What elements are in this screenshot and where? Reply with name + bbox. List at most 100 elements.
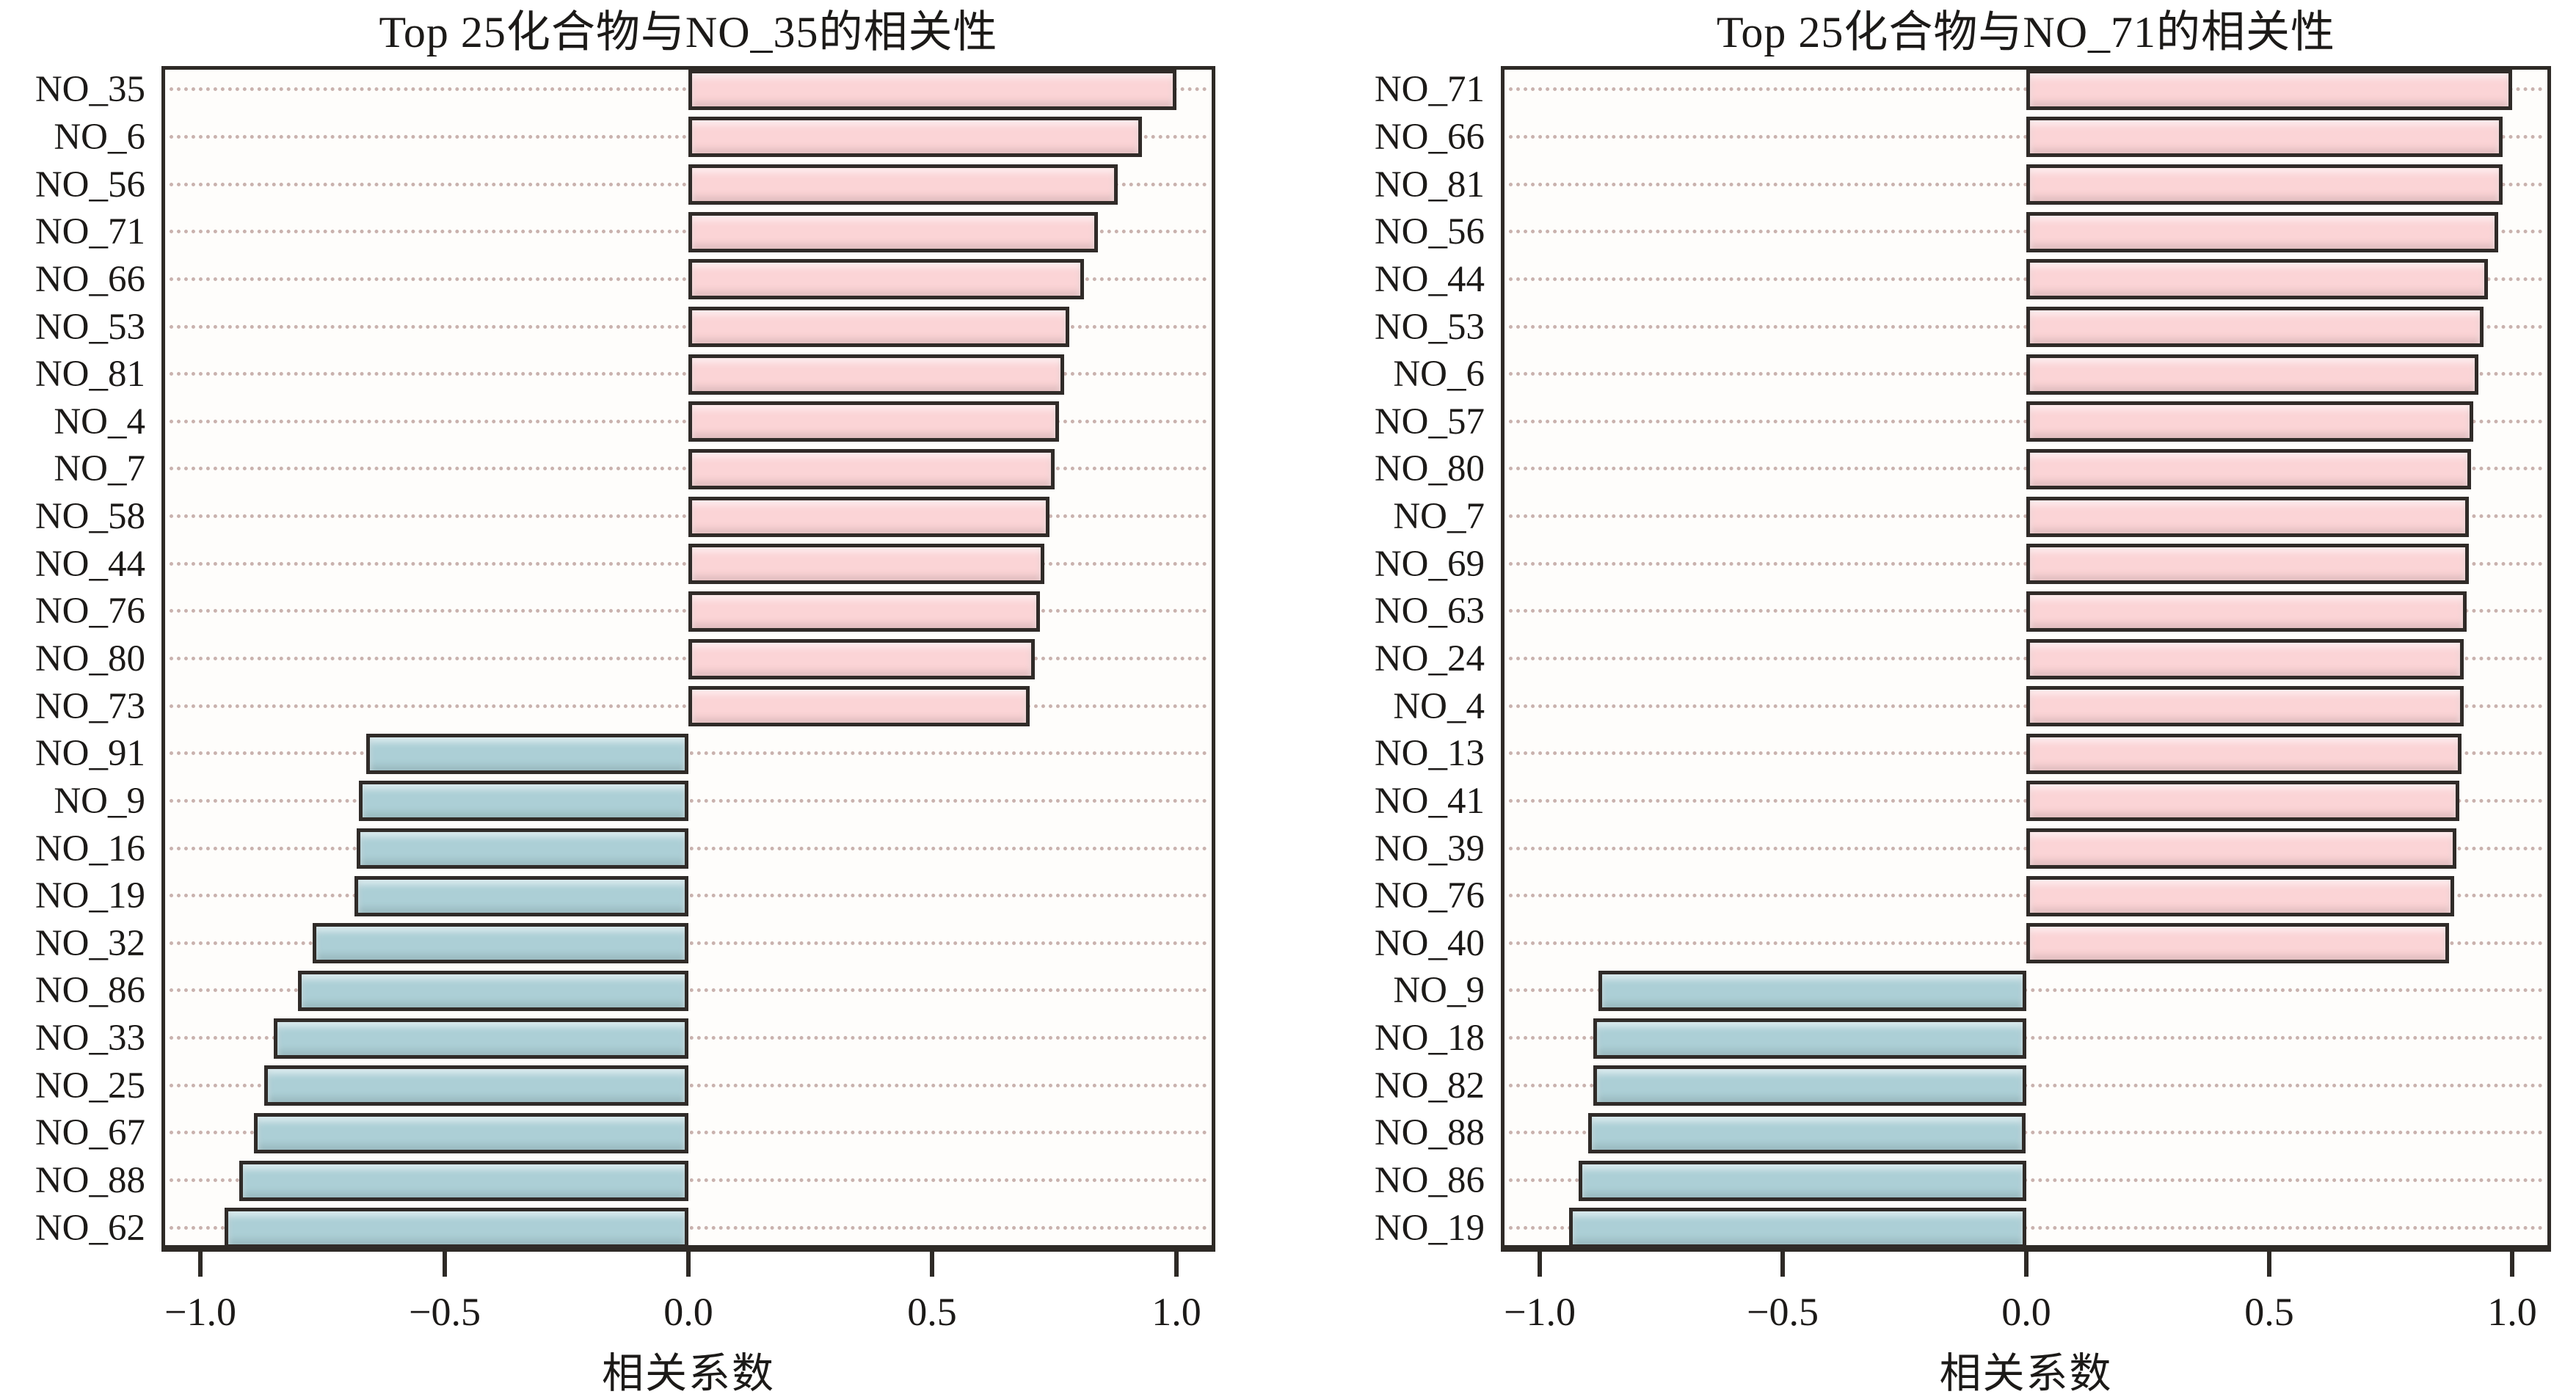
y-axis-label: NO_91 bbox=[34, 733, 145, 774]
x-axis-tick bbox=[2510, 1252, 2514, 1277]
gridline bbox=[1509, 277, 2543, 281]
x-axis-tick bbox=[2024, 1252, 2029, 1277]
y-axis-label: NO_39 bbox=[1374, 828, 1485, 869]
y-axis-label: NO_76 bbox=[34, 591, 145, 632]
y-axis-label: NO_53 bbox=[34, 307, 145, 348]
y-axis-label: NO_81 bbox=[34, 354, 145, 395]
gridline bbox=[1509, 420, 2543, 423]
x-axis-tick bbox=[686, 1252, 691, 1277]
y-axis-label: NO_56 bbox=[34, 164, 145, 205]
gridline bbox=[170, 1226, 1207, 1230]
x-axis-tick-label: 0.5 bbox=[2244, 1290, 2294, 1334]
x-axis-tick bbox=[1538, 1252, 1542, 1277]
gridline bbox=[170, 894, 1207, 897]
x-axis-tick bbox=[1174, 1252, 1179, 1277]
y-axis-label: NO_63 bbox=[1374, 591, 1485, 632]
bar-NO_4 bbox=[2026, 686, 2464, 726]
x-axis-tick bbox=[2267, 1252, 2271, 1277]
y-axis-label: NO_44 bbox=[34, 544, 145, 585]
y-axis-label: NO_58 bbox=[34, 496, 145, 537]
gridline bbox=[1509, 514, 2543, 518]
y-axis-label: NO_6 bbox=[54, 117, 145, 158]
x-axis-tick-label: 0.0 bbox=[663, 1290, 713, 1334]
y-axis-label: NO_32 bbox=[34, 923, 145, 964]
y-axis-label: NO_9 bbox=[54, 781, 145, 822]
bar-NO_67 bbox=[254, 1113, 688, 1153]
bar-NO_58 bbox=[688, 497, 1049, 537]
gridline bbox=[1509, 847, 2543, 850]
bar-NO_56 bbox=[688, 164, 1118, 205]
gridline bbox=[170, 1084, 1207, 1087]
bar-NO_18 bbox=[1593, 1018, 2026, 1059]
bar-NO_13 bbox=[2026, 734, 2462, 774]
x-axis-tick-label: −0.5 bbox=[409, 1290, 481, 1334]
y-axis-label: NO_9 bbox=[1393, 970, 1485, 1011]
x-axis-tick-label: 1.0 bbox=[1151, 1290, 1201, 1334]
y-axis-label: NO_66 bbox=[1374, 117, 1485, 158]
y-axis-label: NO_4 bbox=[54, 401, 145, 442]
y-axis-label: NO_6 bbox=[1393, 354, 1485, 395]
bar-NO_53 bbox=[2026, 307, 2484, 347]
bar-NO_82 bbox=[1593, 1065, 2026, 1106]
x-axis-tick bbox=[443, 1252, 447, 1277]
gridline bbox=[1509, 609, 2543, 613]
gridline bbox=[170, 847, 1207, 850]
bar-NO_16 bbox=[357, 828, 688, 869]
gridline bbox=[1509, 325, 2543, 329]
gridline bbox=[1509, 230, 2543, 233]
bar-NO_44 bbox=[688, 544, 1044, 584]
bar-NO_63 bbox=[2026, 591, 2467, 632]
bar-NO_66 bbox=[2026, 117, 2503, 157]
y-axis-label: NO_66 bbox=[34, 259, 145, 300]
y-axis-label: NO_56 bbox=[1374, 211, 1485, 252]
y-axis-label: NO_4 bbox=[1393, 686, 1485, 727]
gridline bbox=[1509, 941, 2543, 945]
y-axis-label: NO_88 bbox=[1374, 1112, 1485, 1153]
y-axis-label: NO_71 bbox=[1374, 69, 1485, 110]
plot-area bbox=[161, 66, 1215, 1252]
bar-NO_69 bbox=[2026, 544, 2469, 584]
gridline bbox=[1509, 657, 2543, 660]
bar-NO_33 bbox=[274, 1018, 688, 1059]
gridline bbox=[1509, 704, 2543, 708]
x-axis-title: 相关系数 bbox=[1939, 1351, 2113, 1397]
y-axis-label: NO_44 bbox=[1374, 259, 1485, 300]
y-axis-label: NO_19 bbox=[34, 875, 145, 916]
y-axis-label: NO_69 bbox=[1374, 544, 1485, 585]
x-axis-tick-label: −0.5 bbox=[1747, 1290, 1819, 1334]
gridline bbox=[170, 799, 1207, 803]
y-axis-label: NO_80 bbox=[1374, 448, 1485, 489]
gridline bbox=[1509, 894, 2543, 897]
y-axis-label: NO_25 bbox=[34, 1065, 145, 1106]
chart-title: Top 25化合物与NO_71的相关性 bbox=[1716, 8, 2336, 56]
x-axis-tick bbox=[1780, 1252, 1785, 1277]
bar-NO_80 bbox=[688, 639, 1035, 679]
y-axis-label: NO_62 bbox=[34, 1208, 145, 1249]
bar-NO_39 bbox=[2026, 828, 2456, 869]
y-axis-label: NO_86 bbox=[1374, 1160, 1485, 1201]
y-axis-label: NO_40 bbox=[1374, 923, 1485, 964]
y-axis-label: NO_86 bbox=[34, 970, 145, 1011]
x-axis-title: 相关系数 bbox=[602, 1351, 775, 1397]
y-axis-label: NO_16 bbox=[34, 828, 145, 869]
x-axis-tick bbox=[198, 1252, 203, 1277]
bar-NO_73 bbox=[688, 686, 1030, 726]
gridline bbox=[1509, 135, 2543, 139]
y-axis-label: NO_88 bbox=[34, 1160, 145, 1201]
bar-NO_81 bbox=[2026, 164, 2503, 205]
y-axis-label: NO_35 bbox=[34, 69, 145, 110]
bar-NO_35 bbox=[688, 70, 1176, 110]
bar-NO_88 bbox=[239, 1161, 688, 1201]
bar-NO_40 bbox=[2026, 923, 2449, 963]
y-axis-label: NO_7 bbox=[54, 448, 145, 489]
bar-NO_41 bbox=[2026, 781, 2459, 821]
bar-NO_19 bbox=[354, 876, 688, 916]
gridline bbox=[1509, 799, 2543, 803]
gridline bbox=[1509, 1131, 2543, 1134]
bar-NO_76 bbox=[688, 591, 1040, 632]
bar-NO_71 bbox=[2026, 70, 2512, 110]
bar-NO_53 bbox=[688, 307, 1069, 347]
gridline bbox=[170, 1036, 1207, 1040]
bar-NO_81 bbox=[688, 354, 1064, 395]
